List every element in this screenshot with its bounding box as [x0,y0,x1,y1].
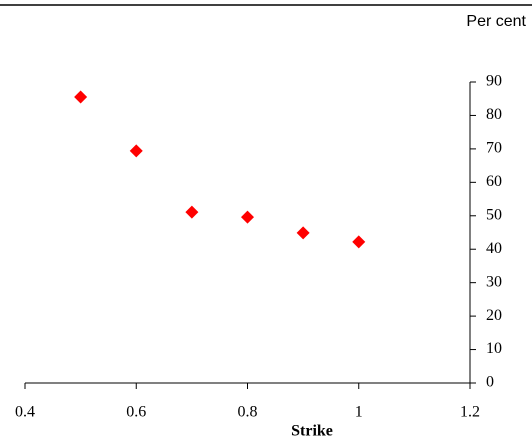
point [74,90,88,104]
y-tick-label: 10 [486,340,502,357]
x-tick-label: 0.4 [15,404,35,421]
point [241,210,254,224]
y-tick-label: 50 [486,206,502,223]
x-tick-label: 0.8 [238,404,258,421]
x-tick-label: 0.6 [126,404,146,421]
y-tick-label: 30 [486,273,502,290]
y-tick-label: 90 [486,73,502,90]
y-tick-label: 80 [486,106,502,123]
x-tick-label: 1 [355,404,363,421]
y-tick-label: 40 [486,240,502,257]
y-tick-label: 20 [486,307,502,324]
point [185,205,199,219]
x-tick-label: 1.2 [460,404,480,421]
point [352,235,366,249]
point [129,144,143,158]
y-tick-label: 70 [486,140,502,157]
y-unit-label: Per cent [466,13,526,30]
x-axis-label: Strike [291,423,333,440]
y-tick-label: 60 [486,173,502,190]
point [296,226,310,240]
y-tick-label: 0 [486,374,494,391]
